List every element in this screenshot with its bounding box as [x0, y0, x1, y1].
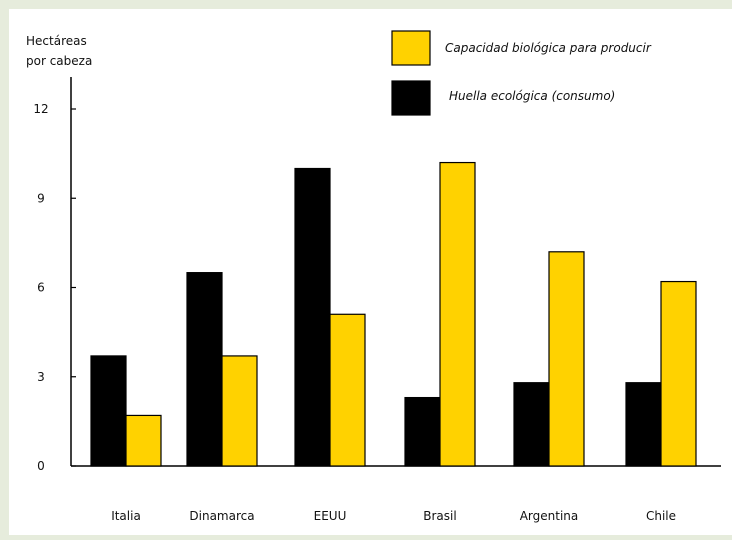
y-axis-label-line-1: Hectáreas [26, 34, 87, 48]
bar-huella-italia [90, 355, 127, 467]
legend-label: Capacidad biológica para producir [445, 41, 652, 55]
legend: Capacidad biológica para producir Huella … [391, 30, 652, 116]
y-axis-label-line-2: por cabeza [26, 54, 92, 68]
y-tick-label: 0 [37, 459, 45, 473]
legend-swatch [391, 30, 431, 66]
bar-capacidad-dinamarca [221, 355, 258, 467]
bar-capacidad-brasil [439, 161, 476, 467]
category-label: Dinamarca [189, 509, 254, 523]
bar-capacidad-italia [125, 414, 162, 467]
y-tick-label: 3 [37, 370, 45, 384]
bar-capacidad-eeuu [329, 313, 366, 467]
category-labels: Italia Dinamarca EEUU Brasil Argentina Chile [111, 509, 676, 523]
legend-swatch [391, 80, 431, 116]
legend-label: Huella ecológica (consumo) [449, 89, 615, 103]
chart-panel: Hectáreas por cabeza 0 3 6 9 12 Italia Dinama… [9, 9, 732, 535]
bar-huella-chile [625, 382, 662, 467]
bar-chart: Hectáreas por cabeza 0 3 6 9 12 Italia Dinama… [26, 30, 721, 523]
category-label: Italia [111, 509, 141, 523]
y-ticks: 0 3 6 9 12 [33, 102, 76, 473]
y-tick-label: 9 [37, 191, 45, 205]
bar-huella-eeuu [294, 167, 331, 467]
bar-huella-argentina [513, 382, 550, 467]
category-label: EEUU [314, 509, 347, 523]
bars [90, 161, 697, 467]
y-tick-label: 6 [37, 281, 45, 295]
bar-capacidad-chile [660, 280, 697, 467]
category-label: Argentina [520, 509, 579, 523]
y-tick-label: 12 [33, 102, 48, 116]
bar-huella-brasil [404, 396, 441, 467]
category-label: Brasil [423, 509, 456, 523]
category-label: Chile [646, 509, 676, 523]
bar-huella-dinamarca [186, 272, 223, 467]
bar-capacidad-argentina [548, 251, 585, 467]
